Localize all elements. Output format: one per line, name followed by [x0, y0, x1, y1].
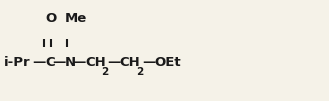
- Text: O: O: [45, 12, 56, 25]
- Text: —: —: [52, 56, 66, 69]
- Text: C: C: [45, 56, 55, 69]
- Text: N: N: [65, 56, 76, 69]
- Text: Me: Me: [65, 12, 87, 25]
- Text: —: —: [72, 56, 86, 69]
- Text: CH: CH: [85, 56, 106, 69]
- Text: i-Pr: i-Pr: [4, 56, 31, 69]
- Text: 2: 2: [136, 67, 143, 77]
- Text: —: —: [33, 56, 46, 69]
- Text: OEt: OEt: [154, 56, 181, 69]
- Text: CH: CH: [120, 56, 140, 69]
- Text: —: —: [142, 56, 155, 69]
- Text: —: —: [107, 56, 120, 69]
- Text: 2: 2: [101, 67, 108, 77]
